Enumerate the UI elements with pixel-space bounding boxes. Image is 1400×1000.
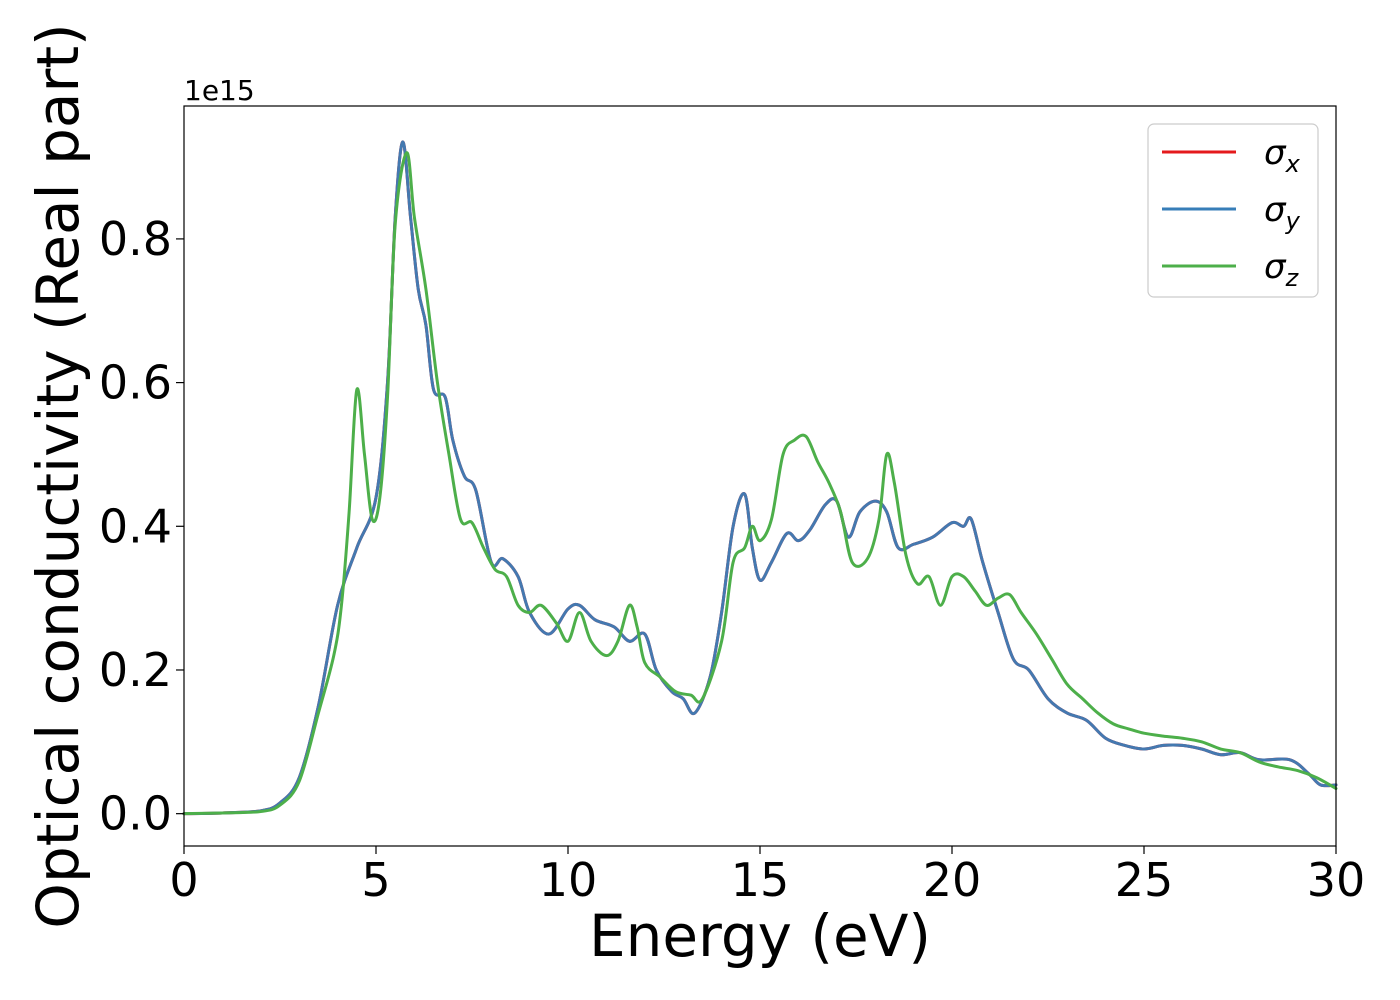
- y-tick-label: 0.2: [99, 643, 172, 697]
- x-tick-label: 15: [731, 853, 790, 907]
- series-layer: [182, 140, 1338, 816]
- y-tick-label: 0.6: [99, 356, 172, 410]
- y-axis-ticks: 0.0 0.2 0.4 0.6 0.8: [99, 212, 184, 841]
- plot-background: [184, 106, 1336, 846]
- x-tick-label: 10: [539, 853, 598, 907]
- x-tick-label: 25: [1115, 853, 1174, 907]
- x-axis-ticks: 0 5 10 15 20 25 30: [169, 846, 1365, 907]
- y-axis-label: Optical conductivity (Real part): [24, 23, 92, 928]
- y-tick-label: 0.0: [99, 787, 172, 841]
- x-tick-label: 0: [169, 853, 198, 907]
- x-tick-label: 20: [923, 853, 982, 907]
- y-tick-label: 0.4: [99, 499, 172, 553]
- series-line-3: [182, 151, 1338, 816]
- x-axis-label: Energy (eV): [589, 902, 931, 970]
- y-offset-text: 1e15: [184, 74, 255, 107]
- y-tick-label: 0.8: [99, 212, 172, 266]
- series-line-2: [182, 140, 1338, 816]
- x-tick-label: 30: [1307, 853, 1366, 907]
- x-tick-label: 5: [361, 853, 390, 907]
